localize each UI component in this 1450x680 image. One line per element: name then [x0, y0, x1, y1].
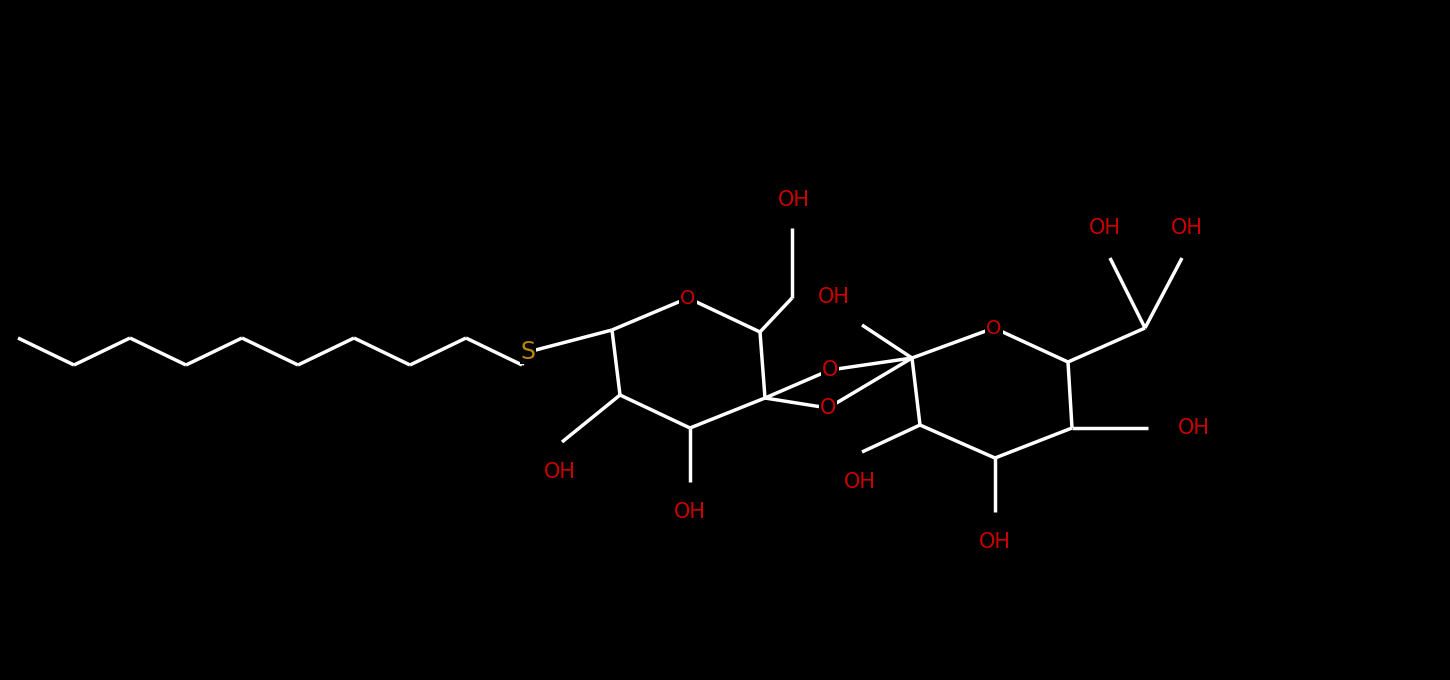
Text: OH: OH [1177, 418, 1209, 438]
Text: O: O [680, 288, 696, 307]
Text: OH: OH [674, 502, 706, 522]
Text: OH: OH [818, 287, 850, 307]
Text: OH: OH [544, 462, 576, 482]
Text: OH: OH [1089, 218, 1121, 238]
Text: O: O [819, 398, 837, 418]
Text: OH: OH [1172, 218, 1204, 238]
Text: OH: OH [844, 472, 876, 492]
Text: O: O [822, 360, 838, 380]
Text: OH: OH [979, 532, 1011, 552]
Text: S: S [521, 340, 535, 364]
Text: OH: OH [779, 190, 811, 210]
Text: O: O [986, 318, 1002, 337]
